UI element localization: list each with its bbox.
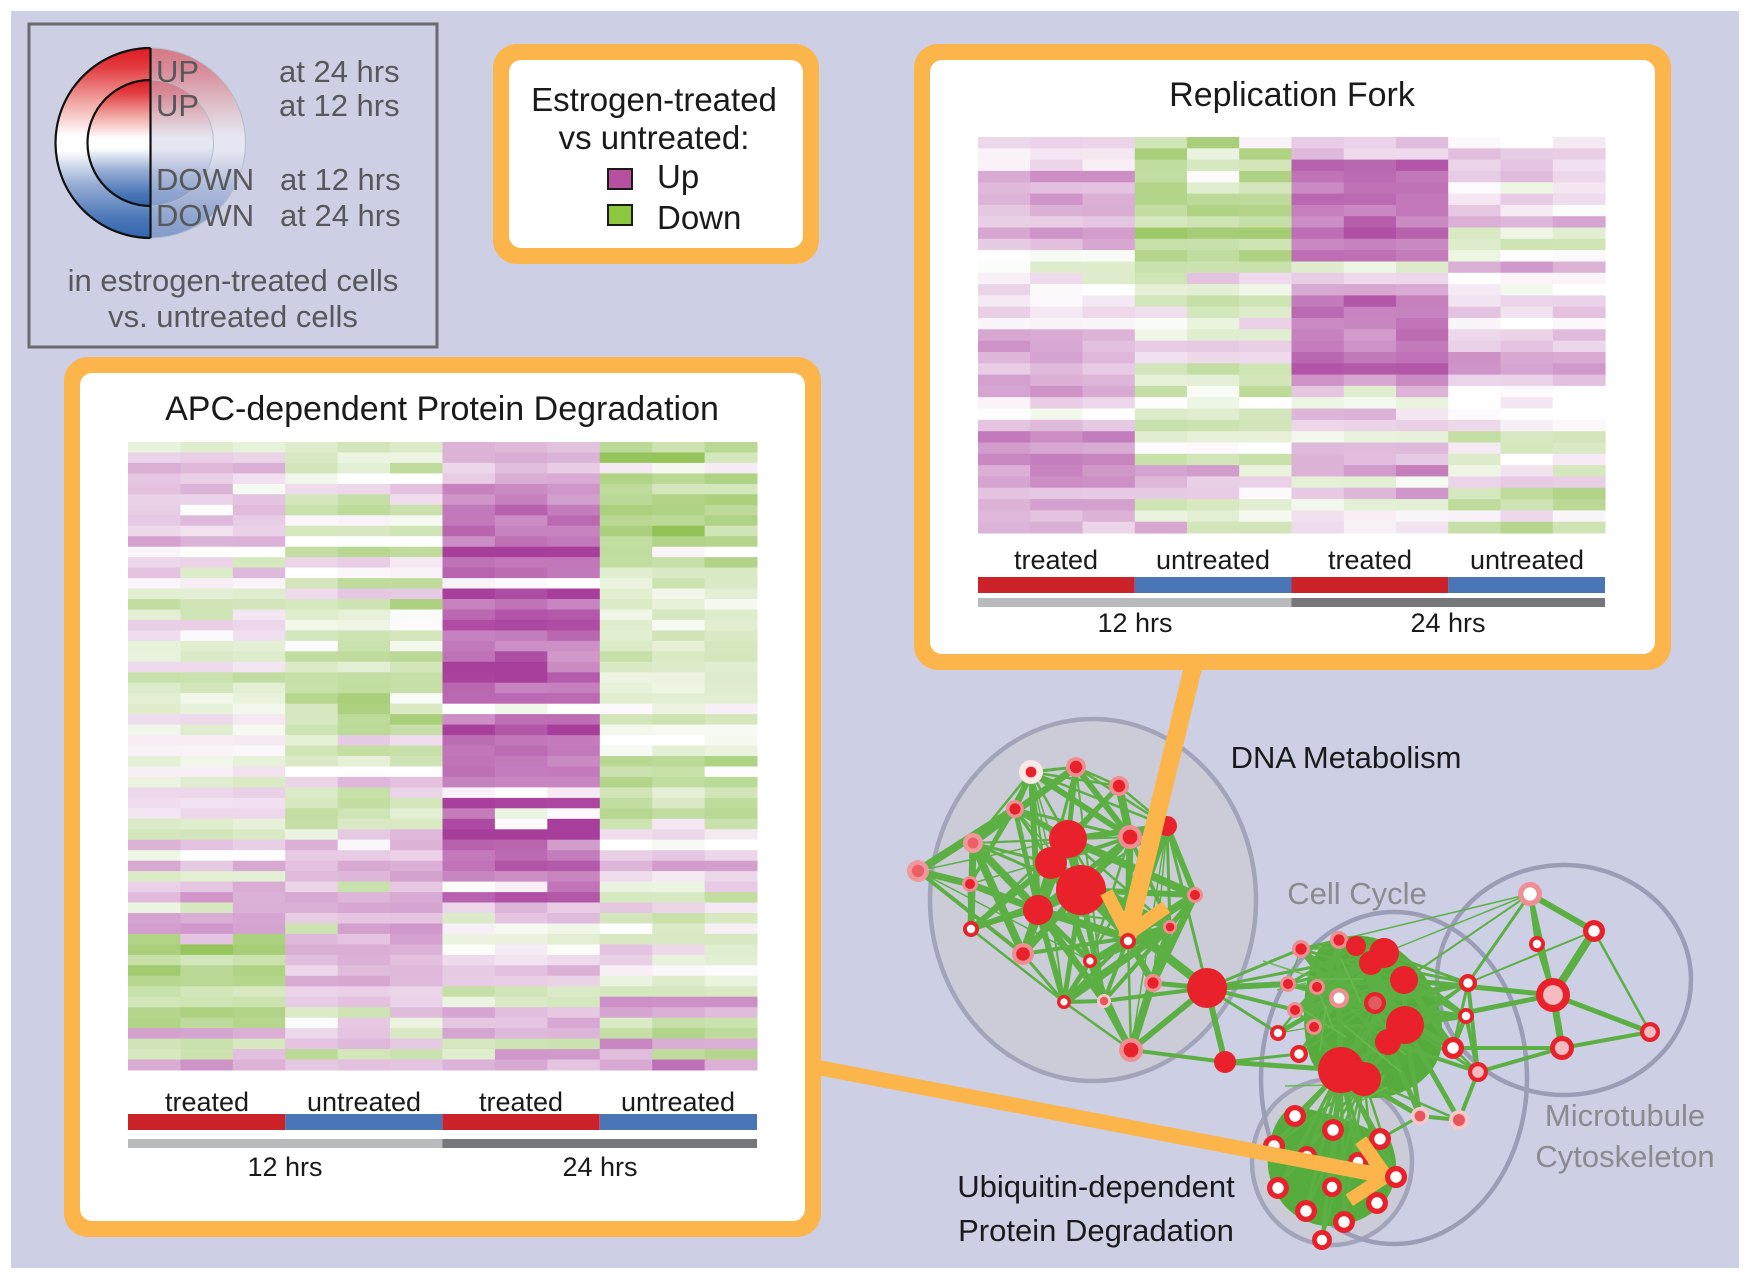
svg-text:24 hrs: 24 hrs (562, 1152, 637, 1182)
svg-text:Down: Down (657, 199, 741, 236)
svg-text:Ubiquitin-dependent: Ubiquitin-dependent (957, 1169, 1235, 1204)
svg-text:treated: treated (165, 1087, 249, 1117)
svg-text:Protein Degradation: Protein Degradation (958, 1213, 1234, 1248)
svg-text:12 hrs: 12 hrs (247, 1152, 322, 1182)
svg-text:untreated: untreated (1156, 545, 1270, 575)
svg-text:UP: UP (156, 54, 199, 89)
svg-text:24 hrs: 24 hrs (1410, 608, 1485, 638)
svg-text:UP: UP (156, 88, 199, 123)
svg-text:12 hrs: 12 hrs (1097, 608, 1172, 638)
svg-text:Cell Cycle: Cell Cycle (1287, 876, 1427, 911)
svg-text:at 24 hrs: at 24 hrs (280, 198, 401, 233)
svg-text:vs untreated:: vs untreated: (559, 119, 750, 156)
svg-text:DNA Metabolism: DNA Metabolism (1231, 740, 1462, 775)
svg-text:in estrogen-treated cells: in estrogen-treated cells (68, 263, 399, 298)
svg-text:treated: treated (1014, 545, 1098, 575)
svg-text:at 12 hrs: at 12 hrs (279, 88, 400, 123)
svg-text:at 12 hrs: at 12 hrs (280, 162, 401, 197)
svg-text:Up: Up (657, 158, 699, 195)
svg-text:Microtubule: Microtubule (1545, 1098, 1705, 1133)
svg-text:untreated: untreated (1470, 545, 1584, 575)
svg-text:Replication Fork: Replication Fork (1169, 76, 1416, 114)
svg-text:at 24 hrs: at 24 hrs (279, 54, 400, 89)
svg-text:APC-dependent Protein Degradat: APC-dependent Protein Degradation (165, 390, 719, 428)
svg-text:vs. untreated cells: vs. untreated cells (108, 299, 358, 334)
svg-text:Estrogen-treated: Estrogen-treated (531, 81, 777, 118)
svg-text:untreated: untreated (621, 1087, 735, 1117)
svg-text:DOWN: DOWN (156, 198, 254, 233)
svg-text:treated: treated (479, 1087, 563, 1117)
svg-text:untreated: untreated (307, 1087, 421, 1117)
svg-text:Cytoskeleton: Cytoskeleton (1535, 1139, 1714, 1174)
svg-text:DOWN: DOWN (156, 162, 254, 197)
svg-text:treated: treated (1328, 545, 1412, 575)
